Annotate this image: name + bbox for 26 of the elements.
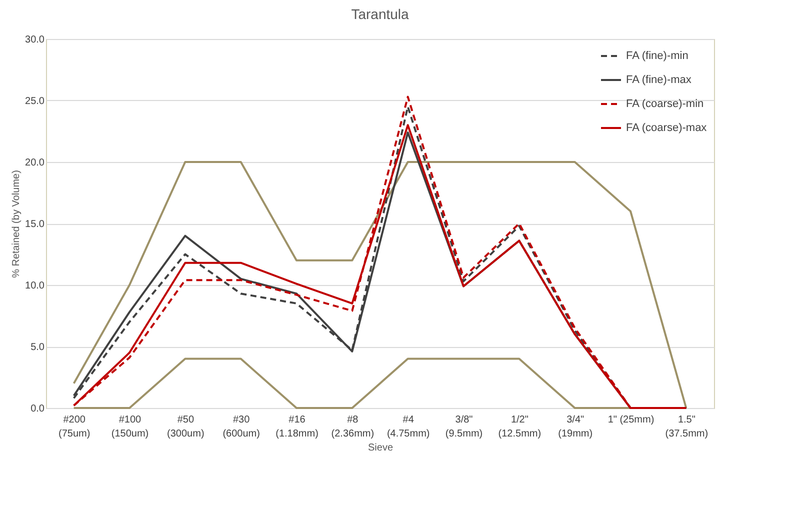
x-tick-label: #8 (2.36mm)	[331, 414, 374, 440]
y-axis-title: % Retained (by Volume)	[11, 170, 22, 278]
x-tick-label: 1/2" (12.5mm)	[498, 414, 542, 440]
x-tick-label: #100 (150um)	[111, 414, 149, 440]
legend-label: FA (coarse)-max	[626, 122, 708, 134]
legend-label: FA (fine)-min	[626, 50, 688, 62]
x-tick-label: #50 (300um)	[167, 414, 204, 440]
legend-label: FA (fine)-max	[626, 74, 692, 86]
x-tick-label: #16 (1.18mm)	[276, 414, 318, 440]
y-tick-label: 10.0	[25, 280, 45, 292]
x-tick-label: #4 (4.75mm)	[386, 414, 430, 440]
x-axis-title: Sieve	[368, 442, 394, 454]
x-tick-label: 1" (25mm)	[608, 414, 654, 426]
y-tick-label: 15.0	[25, 219, 45, 230]
x-tick-label: 3/8" (9.5mm)	[445, 414, 483, 440]
legend-label: FA (coarse)-min	[626, 98, 704, 110]
y-tick-label: 25.0	[25, 96, 45, 107]
x-tick-label: #30 (600um)	[222, 414, 260, 440]
x-tick-label: 3/4" (19mm)	[558, 414, 593, 440]
y-tick-label: 0.0	[30, 404, 45, 414]
chart-title: Tarantula	[351, 6, 410, 22]
y-tick-label: 20.0	[25, 158, 45, 168]
x-tick-label: #200 (75um)	[58, 414, 90, 440]
y-tick-label: 5.0	[30, 342, 45, 353]
y-tick-label: 30.0	[25, 34, 45, 46]
x-tick-label: 1.5" (37.5mm)	[665, 414, 708, 440]
